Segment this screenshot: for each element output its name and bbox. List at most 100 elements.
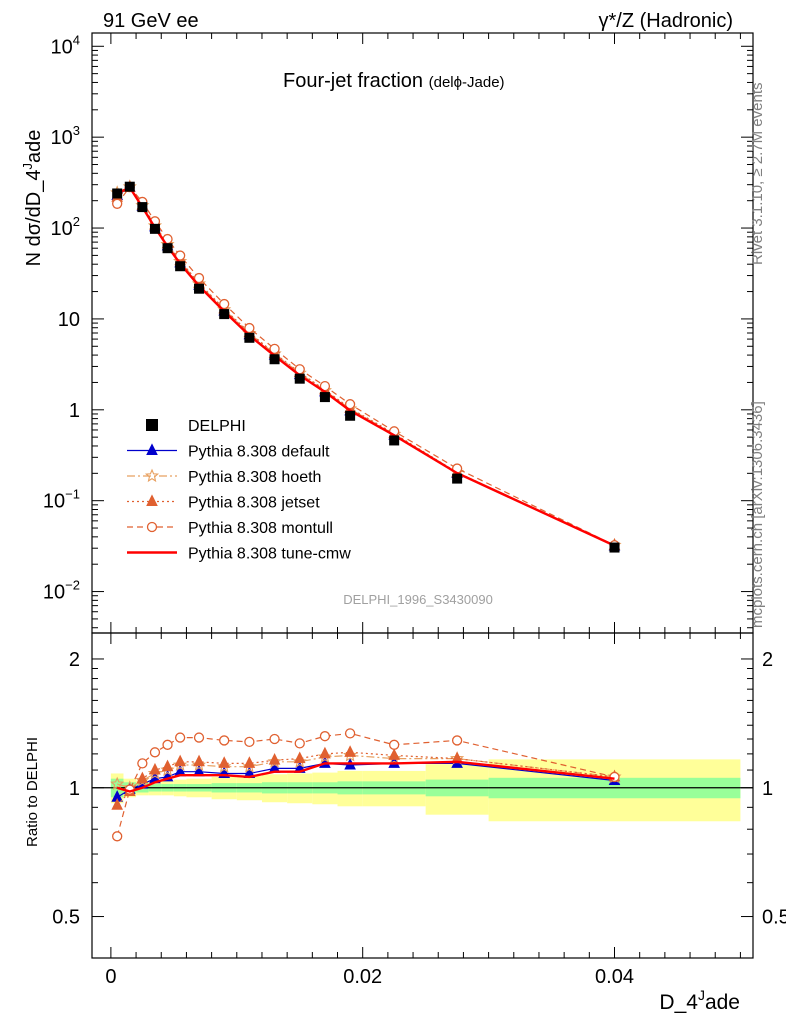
series-point-ratio [112,831,123,842]
header-left: 91 GeV ee [103,10,199,32]
legend-label: Pythia 8.308 tune-cmw [188,546,351,563]
data-point [269,354,280,365]
series-point-ratio [162,739,173,750]
ratio-tick-label-right: 2 [762,649,773,671]
x-axis-title-main: D_4 [659,991,698,1014]
ratio-tick-label-left: 1 [69,778,80,800]
series-point-ratio [135,773,150,787]
series-line-ratio [116,732,615,837]
header-right: γ*/Z (Hadronic) [599,10,733,32]
data-point [219,309,230,320]
series-point-ratio [147,766,163,780]
ratio-tick-label-left: 2 [69,649,80,671]
legend-entry: Pythia 8.308 jetset [127,494,320,512]
series-point-ratio [242,759,257,773]
legend-label: Pythia 8.308 hoeth [188,469,321,486]
series-point-main [112,198,123,209]
ratio-tick-label-right: 0.5 [762,907,786,929]
series-line-ratio [117,754,615,789]
y-tick-label: 104 [51,32,80,58]
series-point-main [219,298,230,310]
data-point [609,542,620,553]
series-point-ratio [292,754,307,768]
y-axis-title-main: N dσ/dD_4 [23,170,45,267]
series-line-main [116,186,615,546]
legend: DELPHI Pythia 8.308 default Pythia 8.308 h… [127,418,351,563]
y-axis-title: N dσ/dD_4Jade [20,130,45,267]
watermark: DELPHI_1996_S3430090 [343,592,493,607]
series-point-main [244,322,255,334]
series-ratio-4 [116,760,615,793]
series-point-ratio [174,732,186,743]
data-point [319,392,330,403]
data-point [162,243,173,254]
data-point [294,373,305,384]
data-point [194,283,205,294]
y-axis-title-tail: ade [23,130,45,163]
ratio-axis-title: Ratio to DELPHI [24,737,41,847]
series-main-4 [116,185,616,547]
ratio-tick-label-left: 0.5 [52,907,80,929]
x-axis-title-tail: ade [705,991,740,1014]
chart-title-main: Four-jet fraction [283,70,423,92]
series-point-ratio [293,751,306,764]
series-point-ratio [343,747,358,762]
series-point-ratio [149,747,161,758]
chart-title: Four-jet fraction (delϕ-Jade) [283,70,505,92]
y-tick-label: 10 [58,309,80,331]
legend-label: DELPHI [188,418,246,435]
series-point-ratio [344,728,356,739]
series-point-main [344,399,356,410]
series-layer [110,179,622,842]
data-point [124,181,135,192]
y-tick-label: 102 [51,214,80,240]
series-point-ratio [244,736,255,748]
series-point-ratio [193,732,205,743]
side-label-mcplots: mcplots.cern.ch [arXiv:1306.3436] [749,401,766,628]
y-axis-title-sup: J [20,163,35,170]
series-line-ratio [116,751,615,806]
legend-entry: Pythia 8.308 tune-cmw [127,546,351,563]
legend-label: Pythia 8.308 jetset [188,495,320,512]
series-point-ratio [268,753,281,765]
legend-entry: DELPHI [146,418,246,435]
series-point-ratio [193,754,205,767]
series-point-ratio [344,745,356,757]
series-point-ratio [136,771,149,784]
series-point-main [269,343,280,355]
series-point-ratio [137,758,148,769]
series-point-ratio [243,756,256,768]
data-point [452,473,463,484]
data-point [244,332,255,343]
legend-marker [146,443,158,455]
series-point-ratio [173,757,188,772]
side-label-rivet: Rivet 3.1.10, ≥ 2.7M events [749,83,766,266]
series-line-main [116,185,615,546]
series-ratio-1 [110,747,622,794]
data-point [137,202,148,213]
legend-entry: Pythia 8.308 default [127,443,330,461]
legend-entry: Pythia 8.308 montull [127,520,333,537]
x-axis-title: D_4Jade [659,987,740,1014]
y-tick-label: 10−1 [43,487,80,513]
series-line-main [116,185,616,547]
legend-entry: Pythia 8.308 hoeth [127,468,321,486]
ratio-plot-frame [91,632,754,959]
series-ratio-3 [112,728,620,842]
chart-title-sub: (delϕ-Jade) [429,74,505,91]
series-point-ratio [388,748,400,760]
series-point-ratio [174,754,186,767]
series-point-ratio [111,798,123,810]
series-line-main [116,186,615,547]
legend-marker [146,521,158,533]
series-point-ratio [319,731,331,742]
x-tick-label: 0.02 [343,966,382,988]
x-axis-title-sup: J [698,987,705,1003]
series-point-ratio [317,749,332,764]
series-point-ratio [319,746,331,759]
series-point-ratio [218,756,231,768]
legend-label: Pythia 8.308 montull [188,520,333,537]
y-tick-label: 103 [51,123,80,149]
main-plot-frame [91,32,754,634]
